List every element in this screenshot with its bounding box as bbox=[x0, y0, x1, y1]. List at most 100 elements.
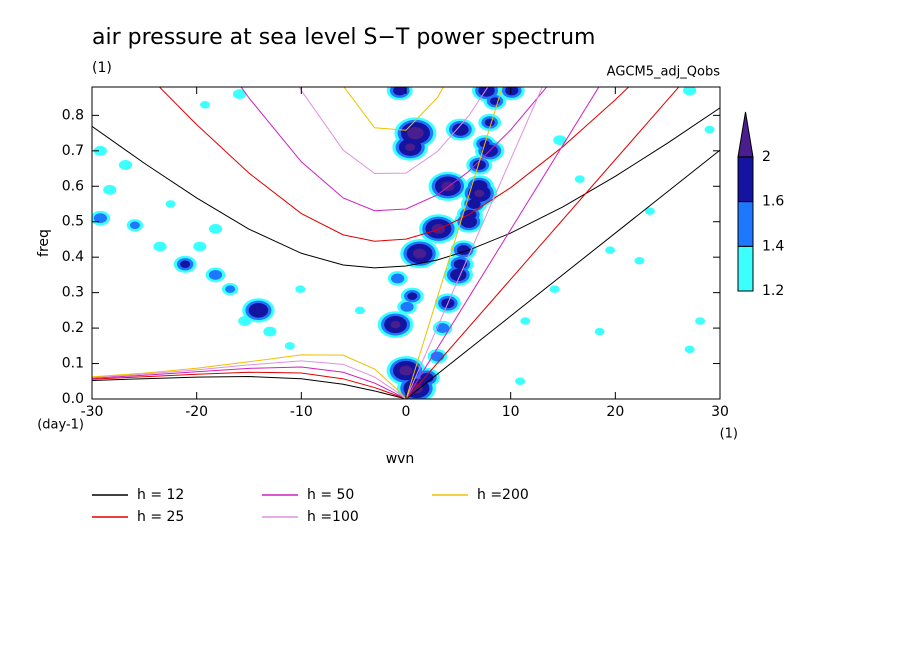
x-tick-label: 30 bbox=[711, 404, 729, 420]
dispersion-curve bbox=[92, 366, 407, 399]
colorbar-extension bbox=[737, 111, 754, 158]
dispersion-curve bbox=[405, 87, 680, 399]
legend-label: h =200 bbox=[477, 487, 529, 503]
dispersion-curve bbox=[405, 87, 503, 399]
contour-fill bbox=[683, 87, 697, 96]
dispersion-curve bbox=[405, 87, 600, 399]
contour-fill bbox=[405, 143, 416, 152]
contour-fill bbox=[400, 301, 414, 312]
contour-fill bbox=[684, 345, 695, 354]
contour-fill bbox=[232, 89, 247, 100]
x-tick-label: 20 bbox=[606, 404, 624, 420]
axes: -30 -20 -10 0 10 20 30 0.0 0.1 0.2 0.3 0.4 0.5 0.6 0.7… bbox=[62, 86, 729, 420]
x-tick-label: -20 bbox=[185, 404, 208, 420]
contour-fill bbox=[605, 246, 616, 254]
y-tick-label: 0.3 bbox=[62, 285, 84, 301]
dispersion-curve bbox=[92, 360, 407, 399]
x-tick-label: 0 bbox=[402, 404, 411, 420]
dispersion-curve bbox=[158, 87, 630, 242]
colorbar-segment bbox=[737, 156, 754, 203]
contour-fill bbox=[474, 189, 485, 198]
contour-fill bbox=[118, 160, 133, 170]
contour-fill bbox=[452, 123, 469, 136]
contour-fill bbox=[704, 125, 715, 134]
contour-fill bbox=[472, 160, 486, 170]
y-tick-label: 0.4 bbox=[62, 249, 84, 265]
colorbar-label: 1.2 bbox=[762, 283, 784, 299]
colorbar-label: 1.4 bbox=[762, 238, 784, 254]
y-tick-label: 0.6 bbox=[62, 178, 84, 194]
chart-title: air pressure at sea level S−T power spec… bbox=[92, 25, 595, 50]
contour-fill bbox=[93, 145, 107, 156]
colorbar-label: 2 bbox=[762, 149, 771, 165]
contour-fill bbox=[284, 342, 295, 350]
contour-fill bbox=[594, 327, 605, 336]
dispersion-curve bbox=[240, 87, 548, 212]
contour-fill bbox=[484, 118, 495, 127]
contour-fill bbox=[103, 184, 117, 195]
contour-fill bbox=[200, 100, 211, 109]
contour-fill bbox=[413, 248, 427, 259]
x-tick-label: -10 bbox=[290, 404, 313, 420]
contour-fill bbox=[165, 200, 176, 208]
contour-fill bbox=[208, 223, 223, 234]
dispersion-curve bbox=[405, 87, 543, 399]
legend-label: h =100 bbox=[307, 509, 359, 525]
dispersion-curve bbox=[405, 149, 720, 399]
contour-fill bbox=[574, 175, 585, 183]
contour-fill bbox=[238, 316, 252, 326]
colorbar-segment bbox=[737, 201, 754, 247]
y-tick-label: 0.0 bbox=[62, 391, 84, 407]
contour-layer bbox=[92, 87, 715, 399]
contour-fill bbox=[399, 365, 413, 376]
x-unit: (1) bbox=[720, 427, 738, 442]
annotation: AGCM5_adj_Qobs bbox=[607, 65, 721, 80]
contour-fill bbox=[644, 207, 655, 215]
curve-layer bbox=[92, 87, 720, 399]
dispersion-curve bbox=[92, 354, 407, 399]
x-axis-label: wvn bbox=[386, 451, 415, 467]
dispersion-curve bbox=[92, 107, 720, 269]
contour-fill bbox=[407, 292, 418, 300]
contour-fill bbox=[354, 306, 365, 315]
contour-fill bbox=[153, 241, 167, 252]
contour-fill bbox=[129, 221, 140, 230]
subtitle: (1) bbox=[92, 60, 112, 76]
contour-fill bbox=[393, 87, 407, 96]
legend: h = 12 h = 25 h = 50 h =100 h =200 bbox=[92, 487, 529, 525]
contour-fill bbox=[208, 269, 223, 280]
contour-fill bbox=[441, 181, 455, 192]
y-tick-label: 0.2 bbox=[62, 320, 84, 336]
contour-fill bbox=[407, 126, 424, 140]
y-tick-label: 0.8 bbox=[62, 107, 84, 123]
contour-fill bbox=[436, 323, 450, 334]
y-unit: (day-1) bbox=[37, 418, 84, 433]
contour-fill bbox=[248, 303, 269, 318]
contour-fill bbox=[450, 268, 467, 282]
contour-fill bbox=[263, 326, 277, 337]
contour-fill bbox=[391, 273, 405, 284]
contour-fill bbox=[295, 285, 306, 293]
x-tick-label: 10 bbox=[502, 404, 520, 420]
y-tick-label: 0.7 bbox=[62, 143, 84, 159]
contour-fill bbox=[505, 87, 519, 96]
dispersion-curve bbox=[92, 376, 407, 399]
contour-fill bbox=[553, 135, 567, 146]
contour-fill bbox=[520, 317, 531, 325]
colorbar-label: 1.6 bbox=[762, 194, 784, 210]
contour-fill bbox=[225, 285, 236, 293]
contour-fill bbox=[634, 256, 645, 265]
dispersion-curve bbox=[343, 87, 445, 131]
contour-fill bbox=[180, 260, 191, 269]
legend-label: h = 12 bbox=[137, 487, 184, 503]
y-tick-label: 0.1 bbox=[62, 356, 84, 372]
legend-label: h = 50 bbox=[307, 487, 354, 503]
contour-fill bbox=[549, 285, 560, 293]
contour-fill bbox=[695, 317, 706, 325]
contour-fill bbox=[193, 241, 207, 252]
legend-label: h = 25 bbox=[137, 509, 184, 525]
contour-fill bbox=[390, 320, 401, 329]
dispersion-curve bbox=[298, 87, 489, 175]
